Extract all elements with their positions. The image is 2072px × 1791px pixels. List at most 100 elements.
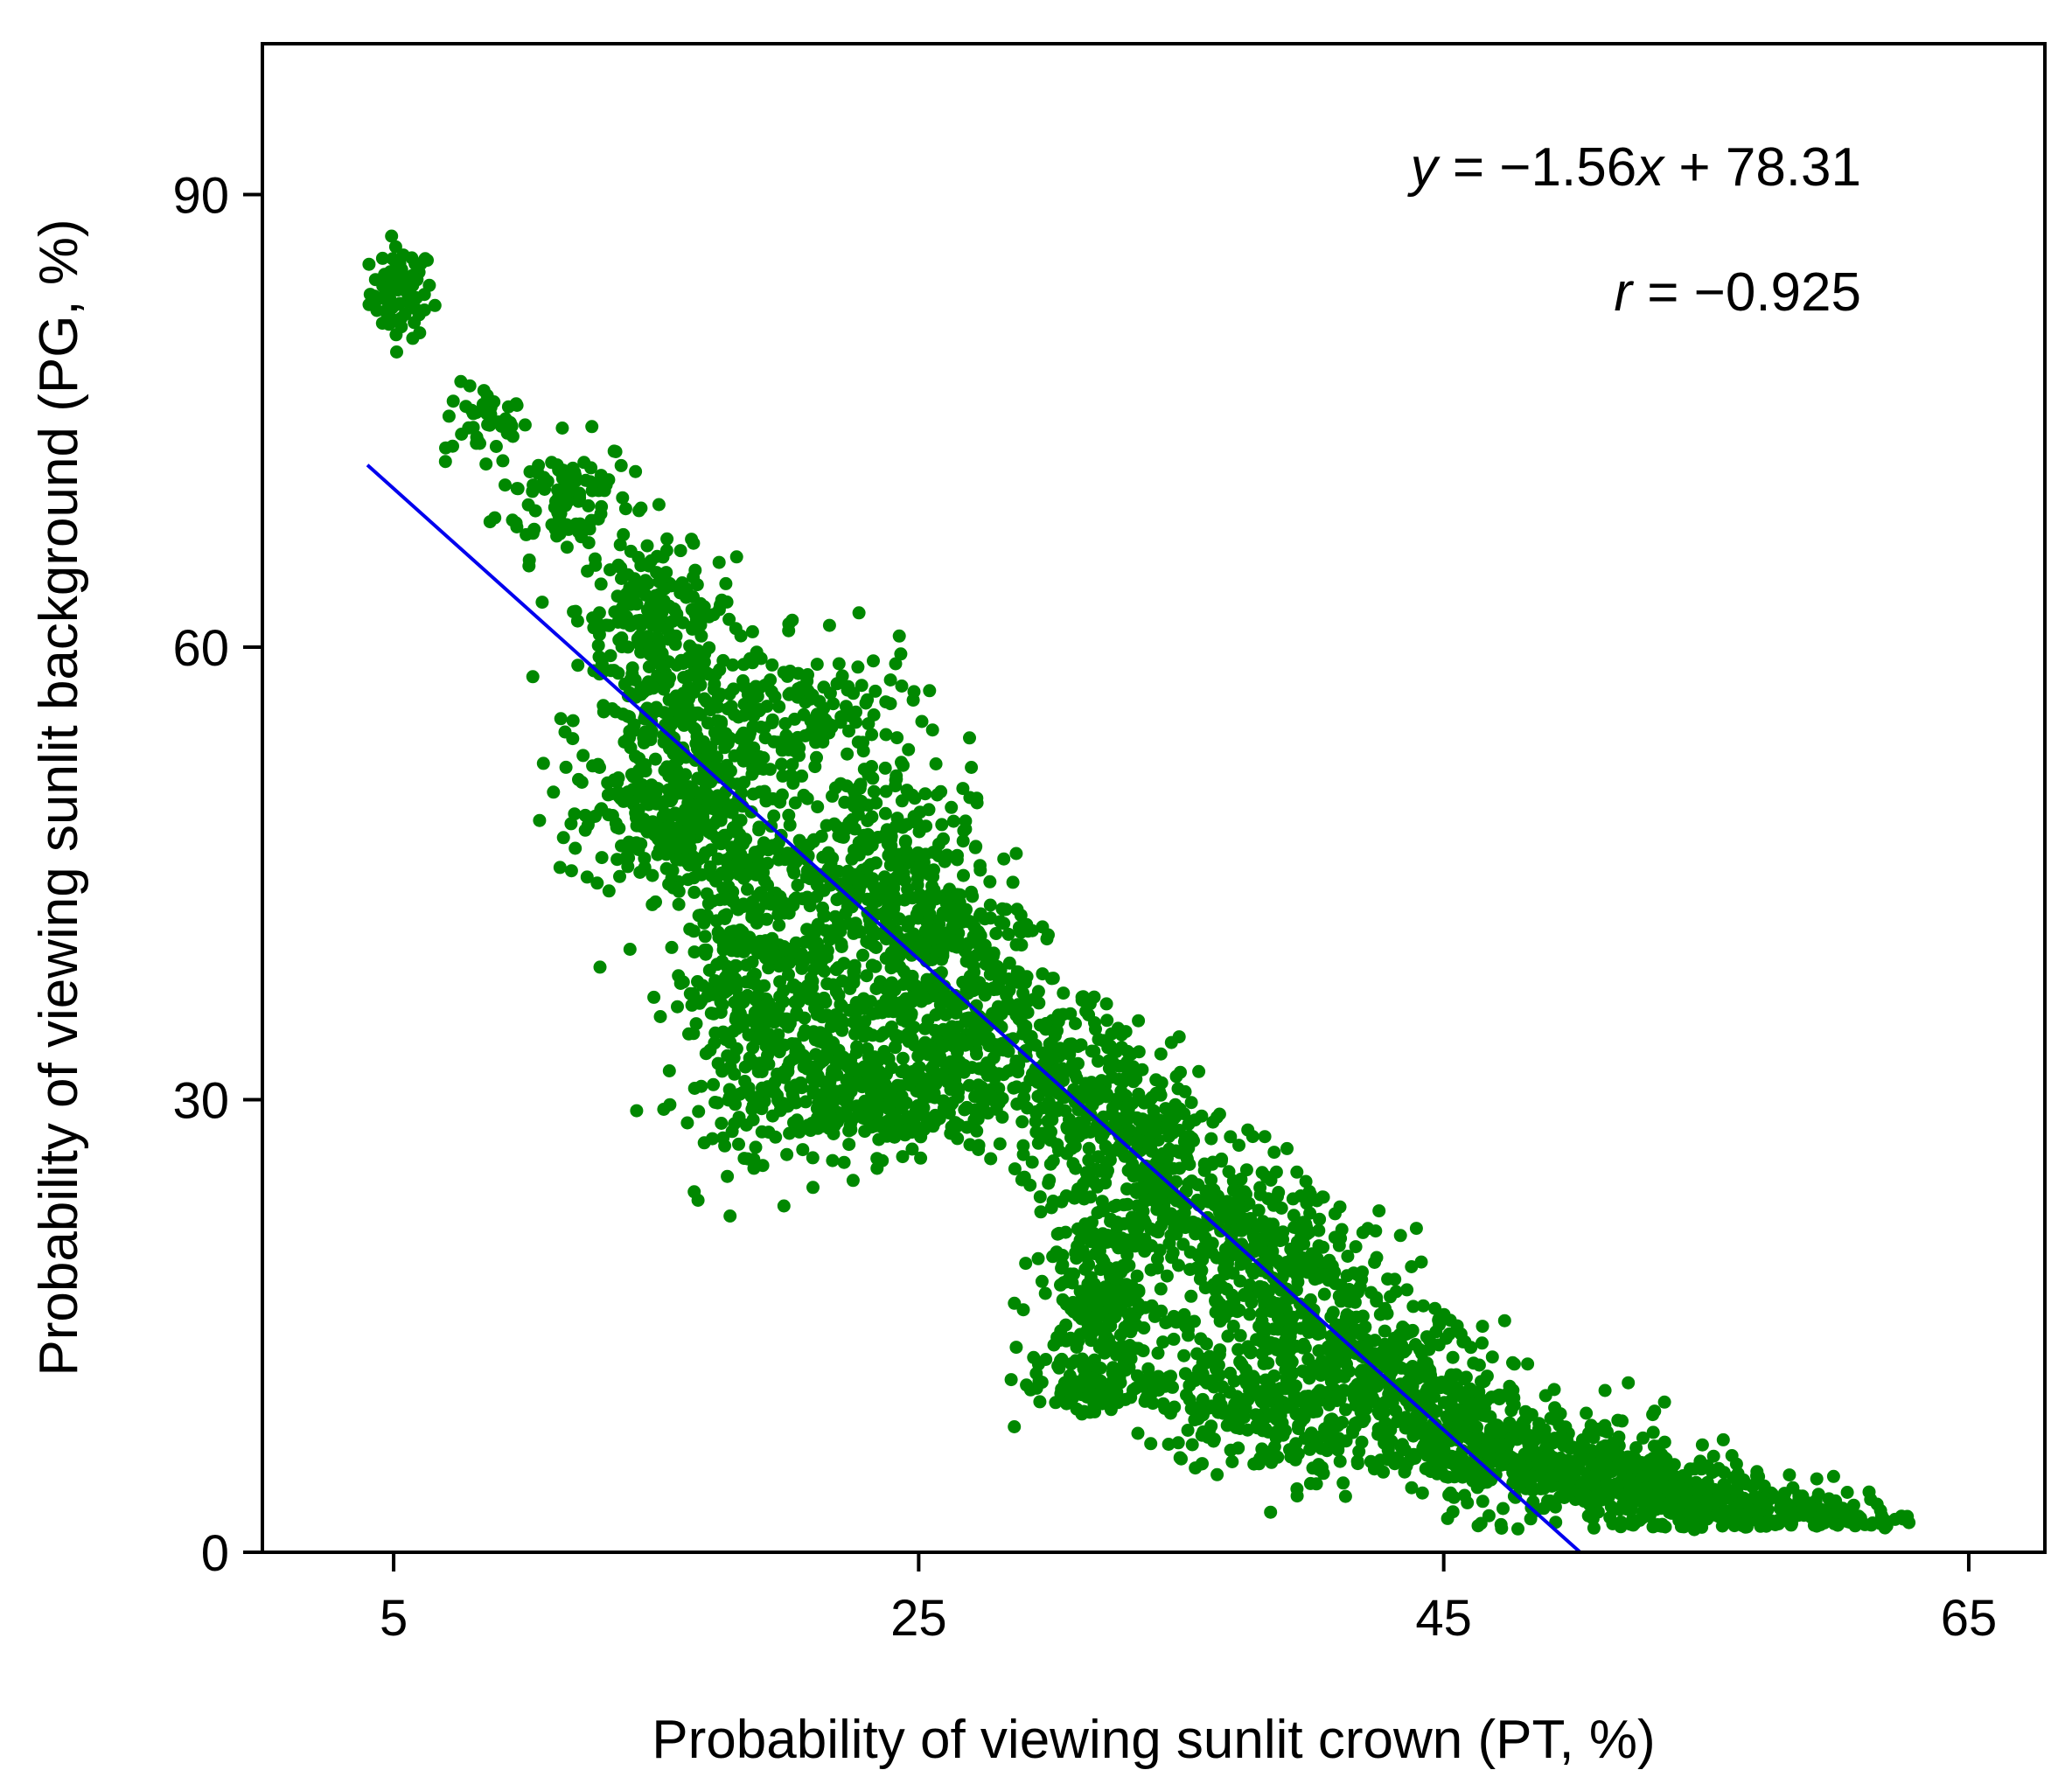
scatter-point [808, 760, 822, 774]
scatter-point [1122, 1258, 1136, 1272]
scatter-point [1373, 1453, 1387, 1467]
scatter-point [736, 837, 750, 851]
scatter-point [946, 1038, 960, 1052]
scatter-point [590, 876, 604, 890]
scatter-point [959, 1038, 973, 1052]
scatter-point [811, 800, 825, 814]
scatter-point [819, 995, 833, 1009]
scatter-point [792, 666, 806, 680]
scatter-point [1158, 1402, 1172, 1415]
scatter-point [1188, 1413, 1202, 1427]
scatter-point [900, 784, 914, 798]
scatter-point [662, 726, 676, 740]
scatter-point [739, 975, 753, 989]
scatter-point [1433, 1318, 1447, 1332]
scatter-point [687, 924, 701, 938]
scatter-point [722, 687, 736, 701]
scatter-point [1279, 1363, 1293, 1377]
scatter-point [1667, 1458, 1681, 1472]
scatter-point [945, 800, 959, 814]
scatter-point [762, 961, 776, 975]
scatter-point [754, 721, 768, 734]
scatter-point [611, 558, 625, 572]
scatter-point [1507, 1357, 1521, 1371]
scatter-point [536, 756, 550, 770]
scatter-point [783, 1126, 797, 1140]
scatter-point [888, 983, 902, 997]
scatter-point [853, 781, 867, 795]
scatter-point [687, 783, 700, 797]
scatter-point [893, 1000, 907, 1014]
scatter-point [1328, 1230, 1342, 1244]
scatter-point [894, 1079, 908, 1093]
scatter-point [721, 1169, 735, 1183]
scatter-point [652, 620, 666, 633]
scatter-point [894, 647, 908, 661]
scatter-point [965, 1061, 979, 1075]
scatter-point [835, 1109, 849, 1123]
scatter-point [615, 839, 628, 853]
scatter-point [878, 761, 892, 775]
scatter-point [708, 696, 722, 710]
scatter-point [1087, 1044, 1101, 1058]
scatter-point [997, 852, 1011, 866]
scatter-point [1209, 1306, 1223, 1319]
scatter-point [1459, 1370, 1473, 1384]
scatter-point [697, 655, 711, 669]
scatter-point [754, 886, 768, 900]
scatter-point [1198, 1191, 1212, 1205]
scatter-point [1407, 1426, 1421, 1439]
scatter-point [702, 641, 716, 655]
scatter-point [870, 1152, 884, 1166]
scatter-point [1031, 985, 1045, 999]
scatter-point [1091, 1206, 1105, 1220]
scatter-point [1496, 1502, 1510, 1516]
scatter-point [993, 1137, 1007, 1151]
scatter-point [697, 692, 711, 706]
scatter-point [1109, 1362, 1123, 1376]
scatter-point [581, 564, 595, 578]
scatter-point [1196, 1241, 1210, 1255]
scatter-point [668, 638, 682, 652]
scatter-point [782, 617, 796, 631]
scatter-point [649, 895, 662, 909]
scatter-point [587, 621, 601, 635]
scatter-point [1241, 1123, 1255, 1137]
scatter-point [716, 653, 730, 667]
scatter-point [398, 273, 412, 287]
scatter-point [883, 673, 897, 686]
scatter-point [621, 785, 635, 799]
scatter-point [607, 444, 621, 458]
scatter-point [1027, 1350, 1041, 1364]
scatter-point [649, 797, 663, 811]
scatter-point [1415, 1486, 1429, 1500]
scatter-point [1441, 1382, 1455, 1396]
scatter-point [876, 1028, 889, 1041]
scatter-point [780, 1012, 793, 1026]
scatter-point [1469, 1432, 1482, 1446]
scatter-point [720, 968, 734, 982]
scatter-point [1244, 1211, 1258, 1225]
scatter-point [1288, 1453, 1302, 1467]
scatter-point [1099, 997, 1113, 1011]
scatter-point [980, 1069, 994, 1083]
scatter-point [746, 1041, 760, 1055]
scatter-point [522, 559, 536, 573]
scatter-point [1284, 1377, 1298, 1391]
scatter-point [377, 289, 391, 303]
scatter-point [768, 690, 782, 704]
scatter-point [595, 499, 609, 513]
scatter-point [1059, 1397, 1073, 1411]
scatter-point [966, 984, 980, 998]
scatter-point [934, 784, 948, 798]
scatter-point [915, 714, 929, 728]
scatter-point [1056, 1062, 1070, 1076]
scatter-point [880, 893, 894, 907]
scatter-point [688, 723, 702, 736]
scatter-point [1016, 1147, 1030, 1161]
scatter-point [783, 818, 797, 832]
scatter-point [924, 1062, 938, 1076]
scatter-point [901, 919, 915, 933]
scatter-point [1456, 1390, 1470, 1404]
